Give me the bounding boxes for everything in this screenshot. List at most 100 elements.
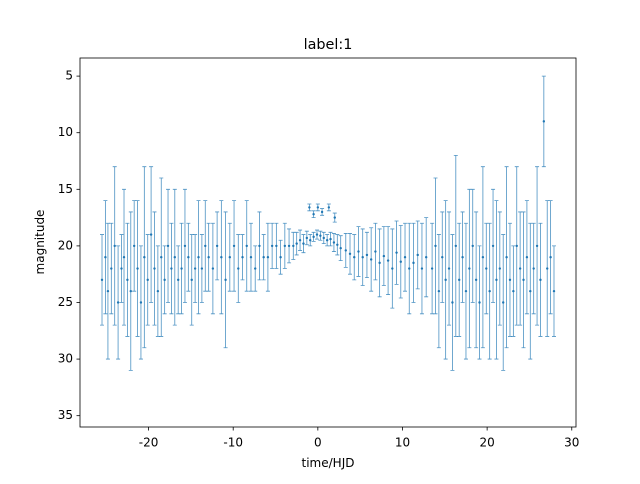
data-point [485,267,488,270]
data-point [309,239,312,242]
data-point [488,289,491,293]
data-point [461,256,464,259]
data-point [287,244,291,248]
data-point [183,244,187,248]
data-point [308,206,311,209]
data-point [143,256,146,259]
data-point [262,256,265,259]
data-point [211,267,215,270]
data-point [228,256,232,259]
data-point [298,239,302,242]
data-point [153,267,156,270]
data-point [408,267,411,270]
data-point [170,267,173,270]
data-point [104,256,107,259]
data-point [187,256,190,259]
data-point [149,233,153,236]
data-point [180,267,183,270]
data-point [295,242,298,245]
data-point [279,256,282,259]
x-tick-label: 20 [479,436,494,450]
data-point [495,278,498,282]
data-point [468,267,471,270]
data-point [374,250,377,253]
data-point [539,278,542,282]
chart-title: label:1 [304,37,353,53]
data-point [215,244,219,248]
data-point [357,250,360,253]
data-point [319,234,322,237]
data-point [156,289,160,293]
data-point [451,301,454,304]
data-point [447,267,451,270]
data-point [245,244,248,248]
data-point [200,267,204,270]
data-point [505,256,508,259]
data-point [454,244,458,248]
data-point [382,254,386,258]
data-point [113,244,116,248]
data-point [478,301,481,304]
data-point [365,253,369,257]
data-point [163,278,166,282]
data-point [403,256,407,259]
y-tick-label: 10 [58,125,73,139]
data-point [254,267,257,270]
data-point [434,244,437,248]
data-point [100,278,104,282]
x-tick-label: -20 [139,436,159,450]
data-point [327,206,331,209]
data-point [395,251,398,254]
data-point [110,267,113,270]
data-point [344,249,347,252]
data-point [515,244,518,248]
data-point [542,120,546,123]
data-point [173,256,176,259]
data-point [348,252,352,256]
data-point [391,267,394,270]
data-point [136,267,139,270]
data-point [197,256,200,259]
data-point [193,267,197,270]
data-point [498,267,502,270]
data-point [249,256,253,259]
data-point [120,267,123,270]
data-point [237,267,240,270]
data-point [430,267,434,270]
data-point [369,258,373,261]
x-tick-label: 0 [314,436,322,450]
axes-frame [79,57,577,428]
data-point [207,256,210,259]
plot-area [100,75,556,371]
data-point [139,301,143,304]
data-point [386,259,390,262]
data-point [336,243,339,246]
data-point [416,253,419,257]
data-point [266,256,270,259]
data-point [224,278,227,282]
y-tick-label: 15 [58,182,73,196]
data-point [361,256,364,259]
data-point [353,256,356,259]
data-point [292,244,295,248]
data-point [437,289,441,293]
data-point [122,256,126,259]
x-tick-label: 30 [564,436,579,450]
y-tick-label: 25 [58,295,73,309]
data-point [529,289,532,293]
data-point [129,289,132,293]
data-point [474,278,478,282]
data-point [420,267,424,270]
data-point [464,289,468,293]
data-point [116,301,120,304]
data-point [552,289,556,293]
data-point [322,236,325,240]
data-point [302,242,305,245]
data-point [316,206,320,209]
x-axis-label: time/HJD [302,456,355,470]
data-point [512,289,515,293]
data-point [546,267,549,270]
y-tick-label: 20 [58,238,73,252]
data-point [339,246,342,250]
data-point [190,278,193,282]
